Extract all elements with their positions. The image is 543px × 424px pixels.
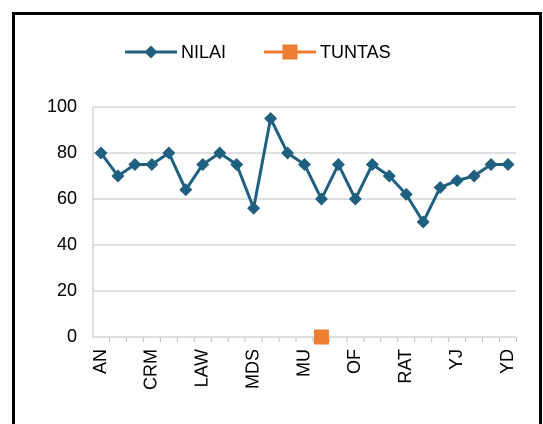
y-tick-label: 100	[47, 96, 77, 116]
data-point	[314, 192, 328, 206]
legend-marker	[282, 44, 298, 60]
y-tick-label: 0	[67, 326, 77, 346]
data-point	[467, 169, 481, 183]
x-tick-label: YJ	[446, 349, 466, 370]
y-tick-label: 60	[57, 188, 77, 208]
data-point	[501, 158, 515, 171]
y-tick-label: 20	[57, 280, 77, 300]
x-tick-label: MU	[293, 349, 313, 377]
data-point	[365, 158, 379, 171]
data-point	[450, 174, 464, 188]
data-point	[196, 158, 210, 171]
data-point	[162, 146, 176, 160]
data-point	[484, 158, 498, 171]
data-point	[145, 158, 159, 171]
data-point	[298, 158, 311, 171]
x-tick-label: YD	[497, 349, 517, 374]
legend-label: NILAI	[181, 42, 226, 62]
x-tick-label: RAT	[395, 349, 415, 384]
chart-frame	[12, 12, 542, 424]
data-point	[416, 215, 430, 229]
data-point	[128, 158, 142, 171]
data-point	[179, 183, 193, 197]
data-point	[331, 158, 345, 171]
legend-marker	[144, 45, 158, 59]
data-point	[348, 192, 362, 206]
data-point	[94, 146, 108, 160]
x-tick-label: OF	[344, 349, 364, 374]
data-point	[111, 169, 125, 183]
data-point	[247, 201, 261, 215]
data-point	[281, 146, 295, 160]
data-point	[230, 158, 244, 171]
x-tick-label: LAW	[192, 349, 212, 387]
data-point	[433, 181, 447, 194]
y-tick-label: 40	[57, 234, 77, 254]
data-point	[399, 187, 413, 201]
data-point	[313, 329, 329, 345]
legend-label: TUNTAS	[320, 42, 391, 62]
x-tick-label: MDS	[242, 349, 262, 389]
x-tick-label: CRM	[141, 349, 161, 390]
data-point	[213, 146, 227, 160]
data-point	[382, 169, 396, 183]
x-tick-label: AN	[90, 349, 110, 374]
data-point	[264, 112, 278, 125]
y-tick-label: 80	[57, 142, 77, 162]
